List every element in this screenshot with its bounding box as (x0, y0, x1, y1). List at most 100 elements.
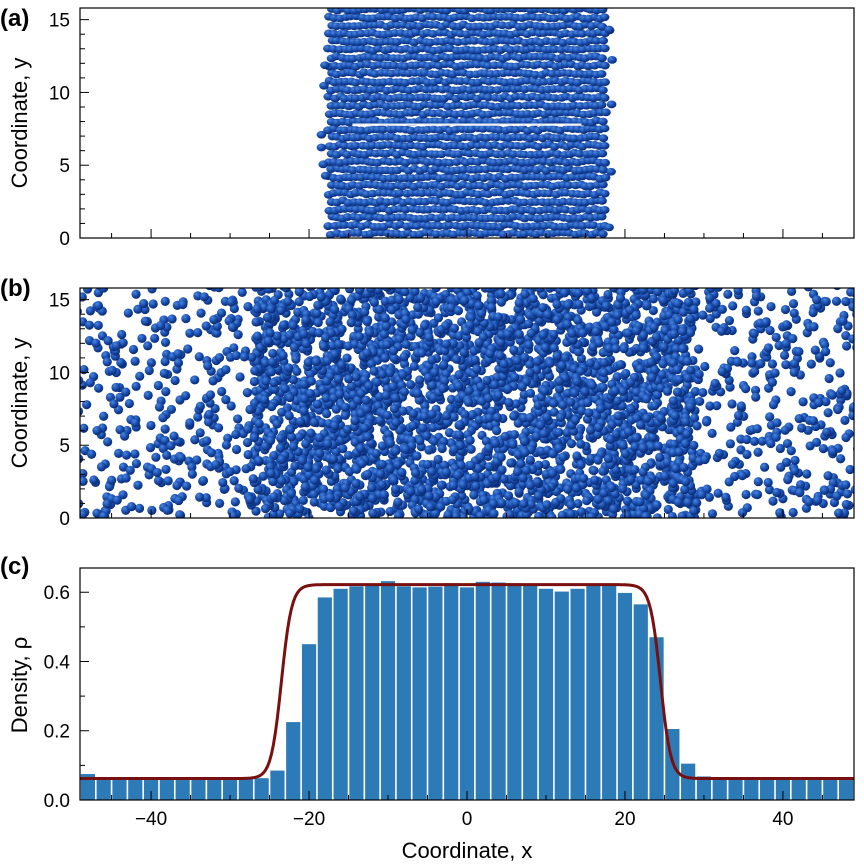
particle (393, 460, 403, 470)
particle (670, 411, 680, 421)
particle (523, 319, 534, 329)
particle (201, 493, 211, 503)
particle (454, 370, 464, 380)
particle (128, 344, 139, 355)
particle (312, 399, 323, 409)
particle (231, 444, 242, 455)
panel-b-particles (70, 288, 854, 518)
particle (265, 462, 275, 472)
particle (70, 343, 79, 352)
particle (520, 447, 530, 458)
particle (464, 504, 474, 514)
particle (586, 453, 596, 463)
particle (558, 452, 568, 462)
particle (600, 158, 610, 167)
particle (672, 365, 682, 375)
particle (367, 493, 378, 503)
particle (587, 293, 597, 303)
particle (441, 467, 451, 477)
particle (80, 365, 89, 375)
particle (183, 344, 193, 354)
particle (399, 387, 410, 397)
particle (556, 494, 566, 504)
particle (276, 433, 286, 443)
particle (549, 14, 560, 23)
particle (123, 308, 133, 318)
particle (420, 320, 430, 331)
particle (175, 510, 185, 518)
particle (382, 410, 392, 420)
particle (323, 439, 333, 449)
particle (555, 464, 566, 474)
particle (266, 367, 277, 377)
particle (348, 506, 359, 516)
particle (490, 438, 501, 448)
particle (638, 330, 649, 340)
particle (599, 488, 609, 498)
particle (187, 469, 197, 479)
particle (560, 205, 571, 214)
particle (486, 296, 496, 306)
particle (681, 417, 691, 427)
particle (677, 511, 687, 518)
particle (648, 432, 658, 442)
particle (591, 326, 601, 337)
particle (276, 475, 287, 486)
particle (534, 460, 544, 470)
particle (146, 420, 156, 431)
particle (691, 297, 701, 307)
particle (187, 462, 197, 472)
particle (503, 491, 514, 501)
particle (678, 344, 688, 354)
particle (351, 479, 361, 489)
particle (214, 353, 225, 363)
particle (400, 288, 410, 297)
particle (237, 288, 247, 297)
particle (563, 484, 573, 494)
particle (455, 419, 465, 430)
particle (496, 289, 506, 299)
particle (126, 502, 137, 512)
particle (448, 338, 458, 349)
particle (472, 291, 482, 301)
particle (192, 455, 202, 465)
particle (429, 436, 439, 446)
particle (193, 412, 203, 422)
particle (163, 476, 173, 486)
particle (549, 142, 560, 151)
particle (249, 433, 259, 443)
particle (585, 322, 595, 332)
particle (325, 493, 335, 503)
particle (316, 143, 327, 152)
particle (115, 425, 125, 435)
particle (519, 436, 529, 446)
particle (409, 361, 419, 371)
particle (623, 328, 633, 338)
particle (326, 165, 336, 174)
particle (350, 78, 361, 87)
particle (214, 288, 224, 293)
particle (275, 443, 286, 453)
particle (114, 448, 124, 459)
particle (447, 495, 458, 505)
particle (130, 449, 140, 459)
particle (397, 467, 407, 478)
particle (354, 288, 365, 295)
particle (473, 463, 483, 474)
particle (454, 381, 464, 391)
particle (597, 149, 608, 158)
particle (439, 460, 450, 470)
particle (476, 308, 487, 319)
particle (571, 483, 582, 493)
particle (413, 302, 423, 312)
particle (391, 417, 401, 428)
particle (542, 500, 552, 510)
particle (298, 495, 308, 505)
particle (99, 411, 109, 421)
particle (566, 509, 576, 518)
particle (116, 357, 126, 368)
particle (514, 487, 524, 497)
particle (146, 358, 156, 368)
